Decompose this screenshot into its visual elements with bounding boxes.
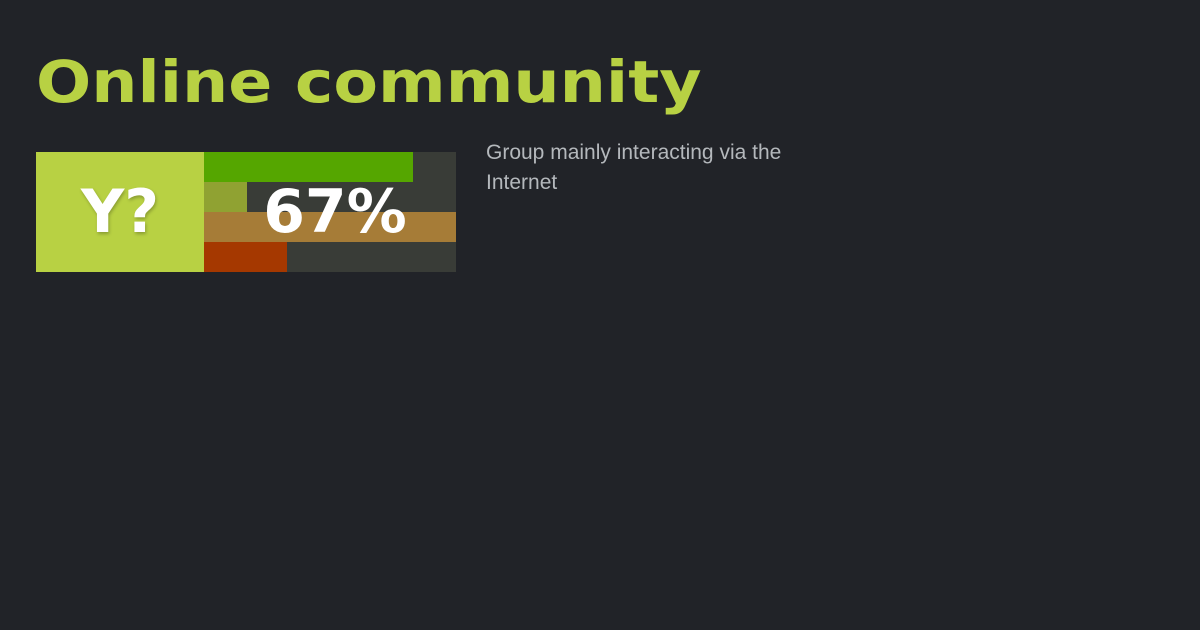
bar-stack: 67% [204,152,456,272]
page-title: Online community [36,48,702,116]
bar-4 [204,242,288,272]
badge-prefix: Y? [36,152,204,272]
score-badge: Y? 67% [36,152,456,272]
bar-1 [204,152,414,182]
bar-2 [204,182,247,212]
bar-3 [204,212,456,242]
percent-value: 67% [263,177,407,247]
description: Group mainly interacting via the Interne… [486,141,782,194]
